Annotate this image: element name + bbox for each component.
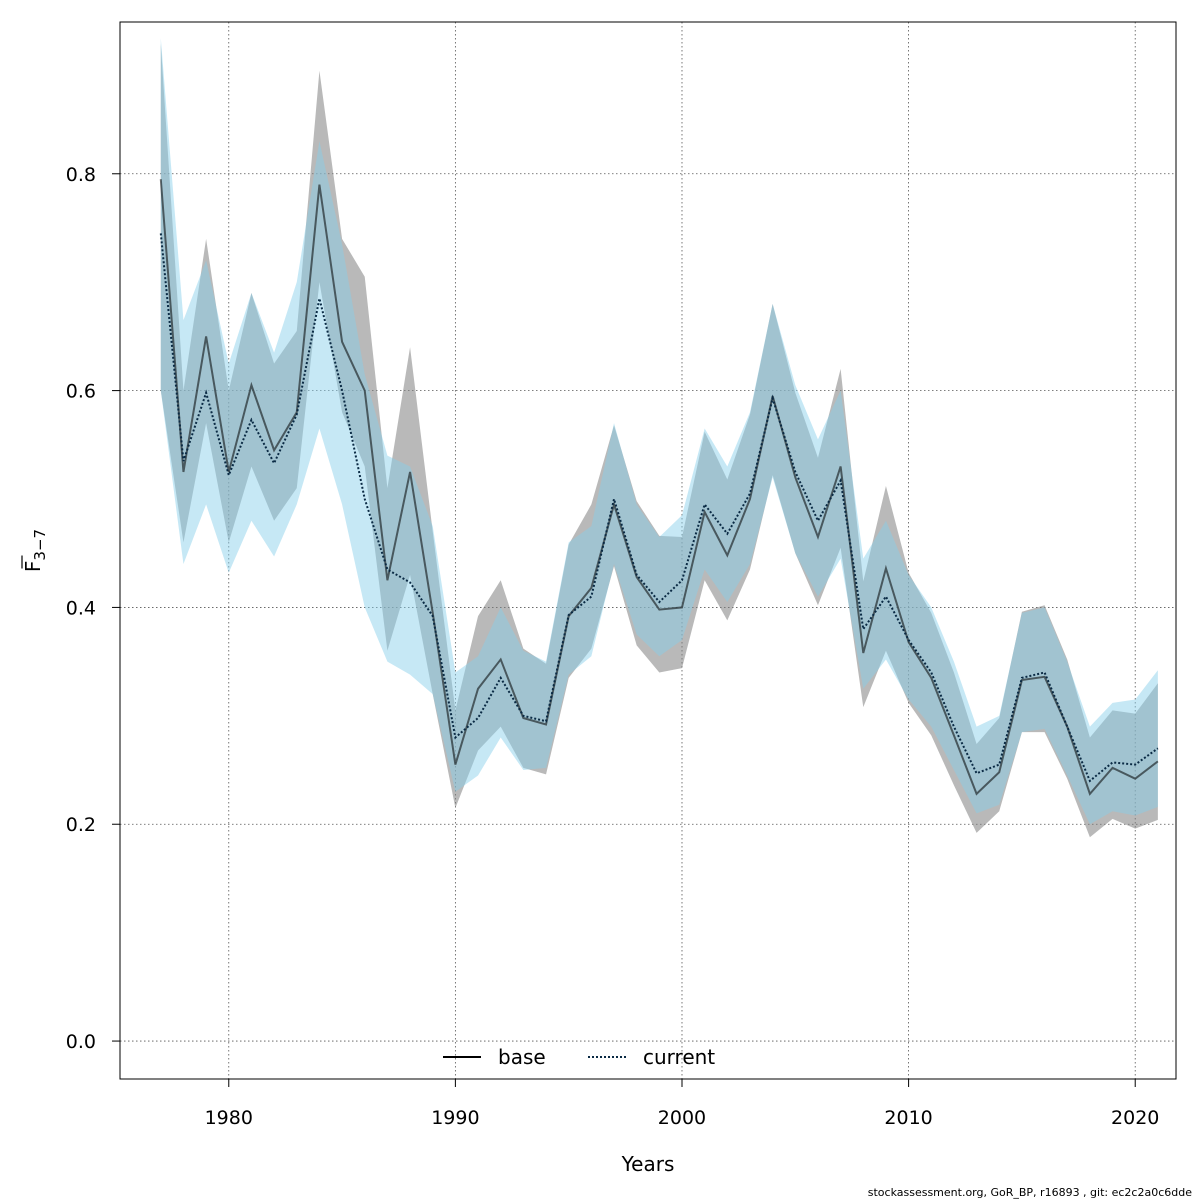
x-tick-label-2020: 2020 (1111, 1107, 1159, 1129)
series-lines (159, 179, 1159, 796)
x-axis-title: Years (621, 1152, 675, 1176)
y-tick-label-0.4: 0.4 (66, 597, 96, 619)
x-tick-label-2000: 2000 (658, 1107, 706, 1129)
x-tick-label-1980: 1980 (205, 1107, 253, 1129)
y-tick-label-0.6: 0.6 (66, 381, 96, 403)
legend-label-base: base (498, 1045, 546, 1069)
line-base (159, 179, 1159, 796)
x-tick-label-1990: 1990 (431, 1107, 479, 1129)
legend: base current (443, 1045, 715, 1069)
x-axis: 1980 1990 2000 2010 2020 (205, 1079, 1159, 1129)
y-axis: 0.0 0.2 0.4 0.6 0.8 (66, 164, 120, 1053)
plot-frame (119, 21, 1177, 1080)
y-axis-title-sub: 3−7 (31, 529, 49, 561)
y-tick-label-0.2: 0.2 (66, 814, 96, 836)
y-axis-title-main: F (21, 561, 45, 573)
legend-label-current: current (643, 1045, 715, 1069)
y-axis-title: F3−7 (21, 529, 49, 572)
y-tick-label-0.8: 0.8 (66, 164, 96, 186)
line-current (159, 233, 1159, 783)
y-axis-title-text: F3−7 (21, 529, 49, 572)
footer-credit: stockassessment.org, GoR_BP, r16893 , gi… (868, 1186, 1192, 1199)
x-tick-label-2010: 2010 (884, 1107, 932, 1129)
band-current (160, 38, 1158, 825)
y-tick-label-0: 0.0 (66, 1031, 96, 1053)
